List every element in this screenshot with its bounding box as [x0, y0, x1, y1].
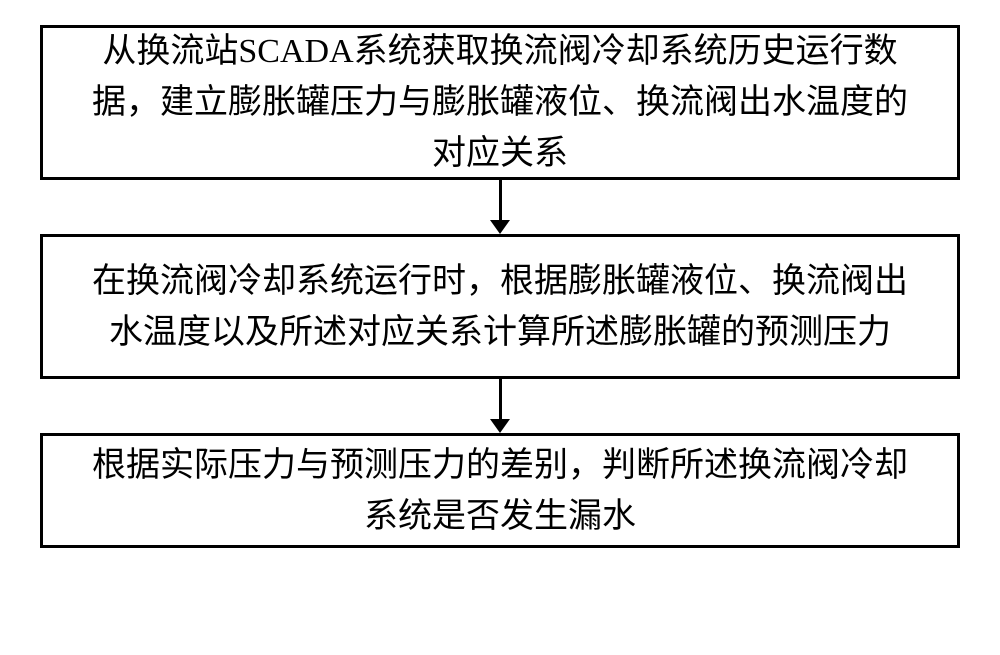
arrow-1-head	[490, 220, 510, 234]
arrow-2-head	[490, 419, 510, 433]
arrow-2-line	[499, 379, 502, 419]
flowchart-step-1: 从换流站SCADA系统获取换流阀冷却系统历史运行数 据，建立膨胀罐压力与膨胀罐液…	[40, 25, 960, 180]
step-1-text: 从换流站SCADA系统获取换流阀冷却系统历史运行数 据，建立膨胀罐压力与膨胀罐液…	[92, 26, 908, 179]
flowchart-step-3: 根据实际压力与预测压力的差别，判断所述换流阀冷却 系统是否发生漏水	[40, 433, 960, 548]
arrow-1-line	[499, 180, 502, 220]
flowchart-step-2: 在换流阀冷却系统运行时，根据膨胀罐液位、换流阀出 水温度以及所述对应关系计算所述…	[40, 234, 960, 379]
step-2-text: 在换流阀冷却系统运行时，根据膨胀罐液位、换流阀出 水温度以及所述对应关系计算所述…	[92, 256, 908, 358]
step-3-text: 根据实际压力与预测压力的差别，判断所述换流阀冷却 系统是否发生漏水	[92, 440, 908, 542]
arrow-1	[490, 180, 510, 234]
arrow-2	[490, 379, 510, 433]
flowchart-container: 从换流站SCADA系统获取换流阀冷却系统历史运行数 据，建立膨胀罐压力与膨胀罐液…	[40, 25, 960, 548]
